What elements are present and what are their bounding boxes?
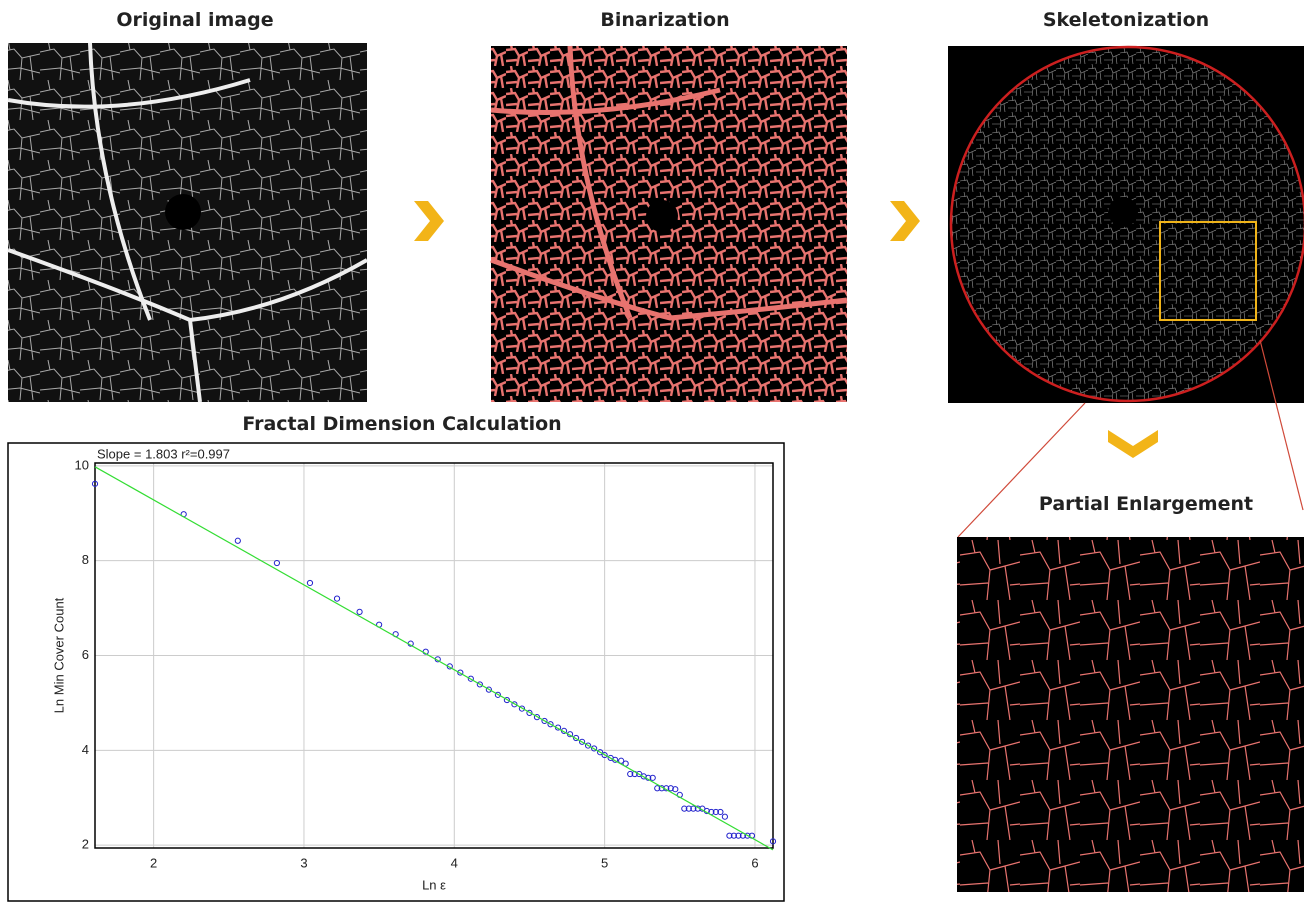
annotation: Slope = 1.803 r²=0.997: [97, 446, 230, 461]
arrow: [1108, 430, 1158, 458]
enlarged-image: [957, 537, 1304, 892]
x-tick-label: 4: [451, 855, 458, 870]
x-tick-label: 5: [601, 855, 608, 870]
panel-title: Binarization: [600, 9, 729, 31]
arrow: [890, 201, 920, 241]
x-tick-label: 3: [300, 855, 307, 870]
y-axis-label: Ln Min Cover Count: [51, 597, 66, 713]
arrow: [414, 201, 444, 241]
y-tick-label: 8: [82, 552, 89, 567]
chart-frame: [8, 443, 784, 901]
panel-title: Original image: [116, 9, 273, 31]
fovea: [165, 194, 201, 230]
fovea: [1108, 197, 1138, 227]
y-tick-label: 4: [82, 742, 89, 757]
y-tick-label: 2: [82, 837, 89, 852]
zoom-line: [958, 403, 1085, 537]
y-tick-label: 10: [75, 457, 89, 472]
x-tick-label: 6: [751, 855, 758, 870]
figure: Original image Binarization Skeletonizat…: [0, 0, 1304, 903]
fovea: [646, 200, 678, 232]
x-axis-label: Ln ε: [422, 877, 446, 892]
x-tick-label: 2: [150, 855, 157, 870]
chart-title: Fractal Dimension Calculation: [242, 413, 561, 435]
y-tick-label: 6: [82, 647, 89, 662]
panel-title: Partial Enlargement: [1039, 493, 1253, 515]
panel-title: Skeletonization: [1043, 9, 1209, 31]
